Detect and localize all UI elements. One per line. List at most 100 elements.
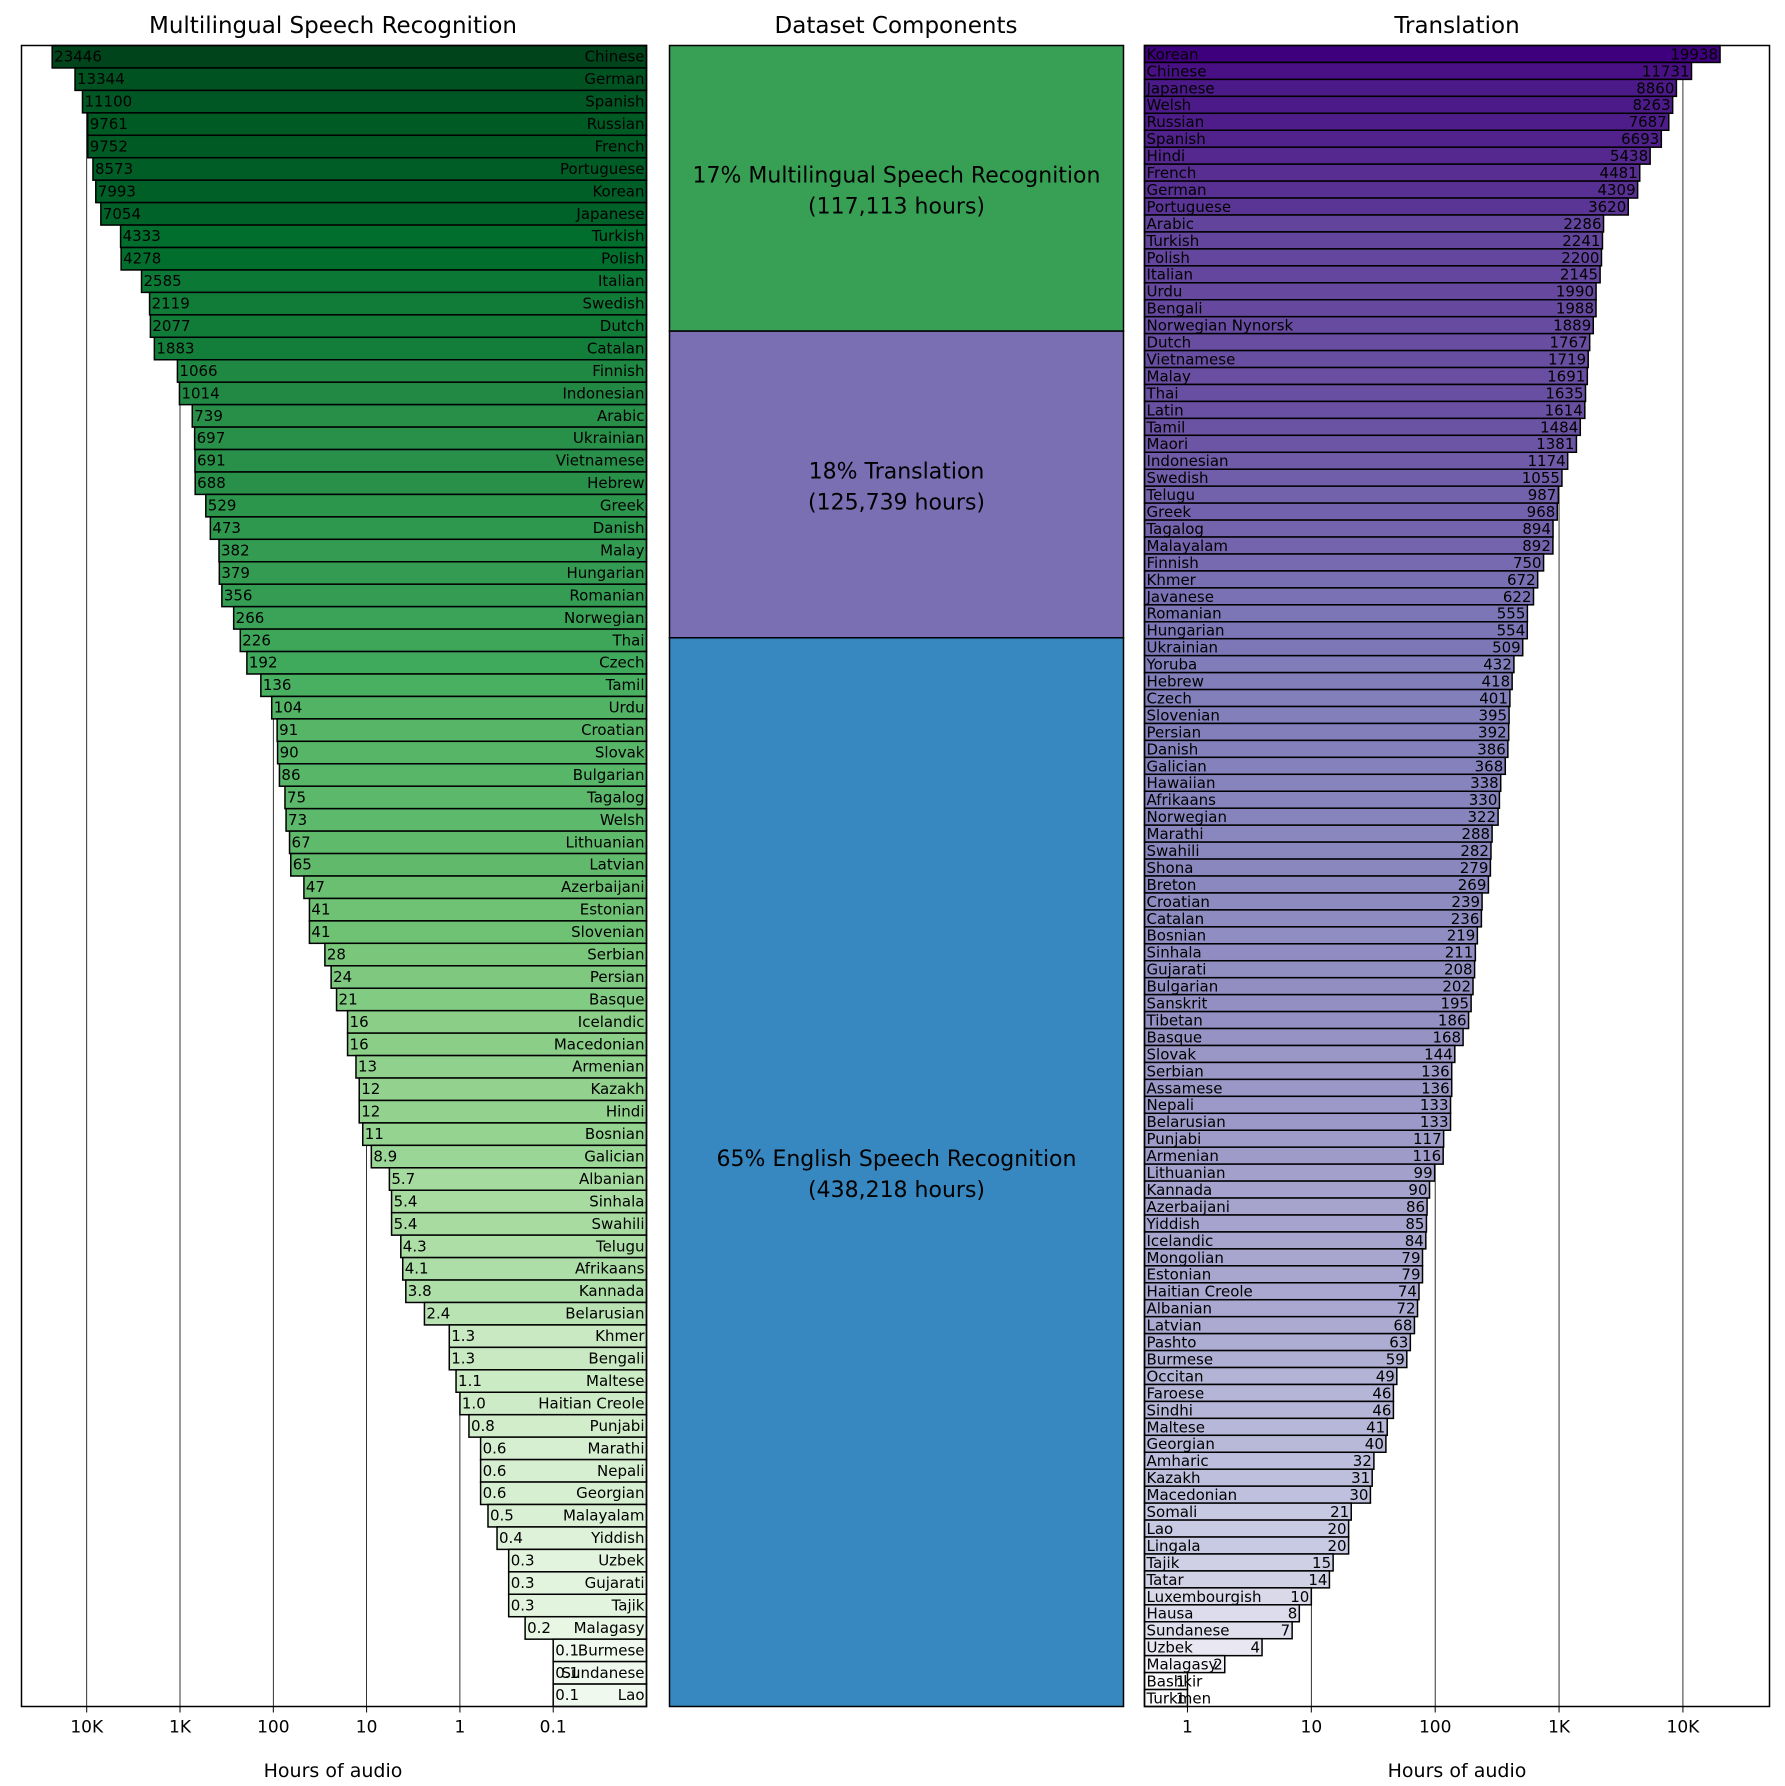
translation-bar-row: German 4309 xyxy=(1143,180,1639,199)
translation-bar-row: Malayalam 892 xyxy=(1143,536,1554,555)
asr-category-label: Dutch xyxy=(600,317,645,335)
asr-bar-row: 16 Macedonian xyxy=(346,1032,648,1057)
asr-category-label: Gujarati xyxy=(585,1574,645,1592)
asr-bar-row: 0.3 Gujarati xyxy=(507,1571,648,1596)
translation-bar xyxy=(1143,502,1559,521)
asr-value-label: 90 xyxy=(280,743,299,761)
translation-category-label: Luxembourgish xyxy=(1147,1588,1262,1606)
translation-plot-frame xyxy=(1143,44,1771,1708)
asr-value-label: 136 xyxy=(263,676,292,694)
asr-bar-row: 0.6 Marathi xyxy=(479,1436,648,1461)
asr-bar xyxy=(149,314,648,339)
translation-bar xyxy=(1143,298,1597,318)
asr-value-label: 67 xyxy=(292,833,311,851)
asr-bar-row: 739 Arabic xyxy=(191,403,648,428)
asr-bar-row: 0.6 Nepali xyxy=(479,1458,648,1483)
translation-value-label: 14 xyxy=(1308,1571,1327,1589)
asr-bar xyxy=(120,246,648,271)
asr-category-label: Polish xyxy=(601,250,644,268)
translation-category-label: Polish xyxy=(1147,249,1190,267)
translation-bar-row: Gujarati 208 xyxy=(1143,959,1476,979)
translation-category-label: Tamil xyxy=(1146,418,1186,436)
component-label: 17% Multilingual Speech Recognition xyxy=(693,163,1101,188)
asr-bar-row: 192 Czech xyxy=(246,650,648,675)
translation-category-label: Albanian xyxy=(1147,1300,1213,1318)
asr-value-label: 5.4 xyxy=(394,1215,418,1233)
asr-bar-row: 41 Slovenian xyxy=(308,920,648,945)
translation-bar-row: Swedish 1055 xyxy=(1143,468,1563,487)
asr-category-label: Malagasy xyxy=(574,1619,645,1637)
asr-bar-row: 5.7 Albanian xyxy=(388,1167,648,1191)
asr-value-label: 12 xyxy=(361,1080,380,1098)
asr-bar-row: 3.8 Kannada xyxy=(405,1279,648,1304)
translation-value-label: 368 xyxy=(1475,757,1504,775)
translation-bar-row: Czech 401 xyxy=(1143,688,1511,707)
translation-category-label: Czech xyxy=(1147,689,1192,707)
asr-category-label: Malayalam xyxy=(563,1507,645,1525)
asr-category-label: Croatian xyxy=(581,721,644,739)
asr-category-label: Slovenian xyxy=(571,923,644,941)
translation-bar xyxy=(1143,282,1597,301)
asr-value-label: 0.5 xyxy=(490,1507,514,1525)
translation-value-label: 1 xyxy=(1176,1689,1186,1707)
translation-value-label: 8 xyxy=(1288,1605,1298,1623)
asr-category-label: Sinhala xyxy=(589,1192,644,1210)
asr-value-label: 192 xyxy=(249,654,278,672)
asr-category-label: Uzbek xyxy=(598,1552,645,1570)
translation-bar-row: Chinese 11731 xyxy=(1143,61,1693,80)
translation-value-label: 554 xyxy=(1497,622,1526,640)
translation-bar xyxy=(1143,383,1587,403)
asr-value-label: 23446 xyxy=(54,48,102,66)
asr-value-label: 73 xyxy=(288,811,307,829)
translation-bar-row: Hebrew 418 xyxy=(1143,671,1513,691)
asr-bar-row: 1883 Catalan xyxy=(153,336,648,361)
asr-category-label: Maltese xyxy=(586,1372,644,1390)
translation-category-label: Maori xyxy=(1147,435,1189,453)
asr-bar-row: 691 Vietnamese xyxy=(194,448,648,473)
component-label: 65% English Speech Recognition xyxy=(717,1147,1077,1172)
asr-bar-row: 47 Azerbaijani xyxy=(303,875,648,900)
asr-category-label: Greek xyxy=(600,497,645,515)
translation-category-label: Yoruba xyxy=(1146,656,1198,674)
translation-category-label: Tagalog xyxy=(1146,520,1204,538)
asr-bar-row: 13 Armenian xyxy=(355,1054,648,1079)
translation-bar-row: Tibetan 186 xyxy=(1143,1010,1470,1029)
asr-category-label: Lithuanian xyxy=(566,833,645,851)
asr-value-label: 0.3 xyxy=(511,1552,535,1570)
translation-value-label: 2241 xyxy=(1562,232,1600,250)
translation-category-label: Icelandic xyxy=(1147,1232,1214,1250)
translation-bar-row: Sinhala 211 xyxy=(1143,943,1477,962)
translation-value-label: 7 xyxy=(1281,1622,1291,1640)
translation-tick-label: 1 xyxy=(1182,1718,1193,1738)
translation-value-label: 195 xyxy=(1440,995,1469,1013)
translation-bar xyxy=(1143,180,1639,199)
translation-value-label: 41 xyxy=(1366,1418,1385,1436)
asr-value-label: 41 xyxy=(311,901,330,919)
asr-value-label: 0.1 xyxy=(555,1664,579,1682)
asr-category-label: Tamil xyxy=(605,676,645,694)
asr-value-label: 0.8 xyxy=(471,1417,495,1435)
asr-value-label: 7054 xyxy=(103,205,141,223)
asr-category-label: Albanian xyxy=(579,1170,645,1188)
translation-value-label: 11731 xyxy=(1642,62,1690,80)
asr-category-label: Danish xyxy=(593,519,645,537)
translation-value-label: 74 xyxy=(1398,1283,1417,1301)
translation-bar-row: Telugu 987 xyxy=(1143,485,1560,504)
translation-value-label: 144 xyxy=(1424,1045,1453,1063)
translation-category-label: Burmese xyxy=(1147,1350,1214,1368)
translation-value-label: 239 xyxy=(1451,893,1480,911)
translation-value-label: 202 xyxy=(1442,978,1471,996)
translation-value-label: 432 xyxy=(1483,656,1512,674)
translation-category-label: Amharic xyxy=(1147,1452,1209,1470)
translation-value-label: 269 xyxy=(1458,876,1487,894)
translation-value-label: 186 xyxy=(1438,1011,1467,1029)
translation-bar-row: Somali 21 xyxy=(1143,1502,1352,1521)
asr-category-label: Azerbaijani xyxy=(561,878,644,896)
translation-bar-row: Croatian 239 xyxy=(1143,892,1483,911)
asr-category-label: Italian xyxy=(598,272,645,290)
asr-bar xyxy=(95,179,648,204)
translation-value-label: 90 xyxy=(1408,1181,1427,1199)
translation-bar-row: Kannada 90 xyxy=(1143,1180,1431,1199)
translation-category-label: Slovenian xyxy=(1147,706,1220,724)
